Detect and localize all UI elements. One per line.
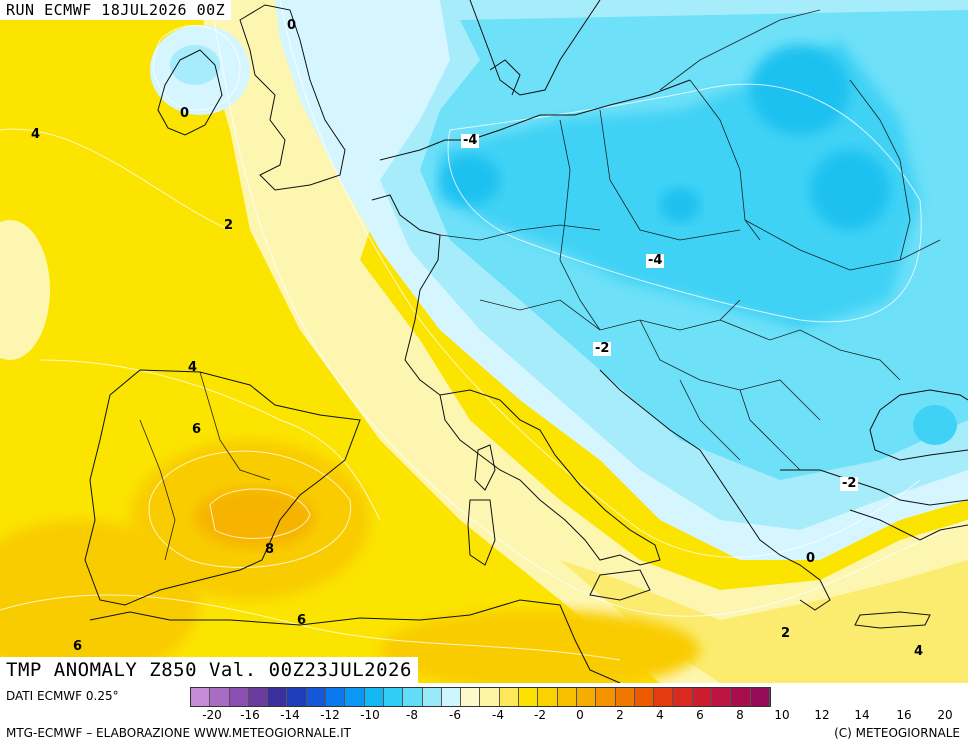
weather-map: 0 0 4 2 -4 -4 -2 4 6 8 -2 0 6 6 2 4 RUN … [0, 0, 968, 683]
contour-label: -4 [461, 133, 480, 148]
legend-swatch [480, 688, 500, 706]
credit-label: MTG-ECMWF – ELABORAZIONE WWW.METEOGIORNA… [6, 726, 351, 740]
warm-core-med [380, 610, 700, 683]
legend-tick: 4 [656, 708, 664, 722]
legend-swatch [750, 688, 770, 706]
coldest-core-russia [750, 45, 850, 135]
legend-tick: 10 [774, 708, 790, 722]
contour-label: 0 [806, 551, 816, 566]
contour-label: -2 [840, 476, 859, 491]
legend-tick: -16 [240, 708, 260, 722]
neutral-spot-atlantic [0, 220, 50, 360]
contour-label: 0 [180, 106, 190, 121]
legend-tick: -2 [534, 708, 546, 722]
legend-swatch [576, 688, 597, 706]
legend-swatch [712, 688, 732, 706]
contour-label: 0 [287, 18, 297, 33]
coastlines [84, 0, 968, 683]
legend-tick-labels: -20 -16 -14 -12 -10 -8 -6 -4 -2 0 2 4 6 8 10 12 14 16 20 [190, 708, 965, 724]
legend-swatch [441, 688, 462, 706]
legend-swatch [210, 688, 230, 706]
run-label: RUN ECMWF 18JUL2026 00Z [0, 0, 232, 20]
legend-swatch [615, 688, 635, 706]
legend-swatch [557, 688, 577, 706]
contour-label: 4 [188, 360, 198, 375]
legend-swatch [596, 688, 616, 706]
legend-tick: 2 [616, 708, 624, 722]
legend-swatch [306, 688, 327, 706]
legend-swatch [731, 688, 751, 706]
coldest-core-ukraine [810, 150, 890, 230]
contour-label: 6 [192, 422, 202, 437]
legend-tick: -8 [406, 708, 418, 722]
legend-swatch [364, 688, 384, 706]
legend-swatch [326, 688, 346, 706]
legend-swatch [654, 688, 674, 706]
contour-label: 8 [265, 542, 275, 557]
contour-label: 2 [224, 218, 234, 233]
legend-swatch [499, 688, 520, 706]
legend-tick: 12 [814, 708, 830, 722]
legend-swatch [191, 688, 211, 706]
cool-core-ireland [170, 45, 220, 85]
legend-swatch [248, 688, 269, 706]
legend-tick: 8 [736, 708, 744, 722]
contour-label: -4 [646, 253, 665, 268]
country-borders [139, 9, 941, 561]
copyright-label: (C) METEOGIORNALE [834, 726, 960, 740]
legend-swatch [345, 688, 365, 706]
legend-swatch [538, 688, 558, 706]
map-title: TMP ANOMALY Z850 Val. 00Z23JUL2026 [0, 657, 418, 683]
legend-tick: -6 [449, 708, 461, 722]
coldest-core-benelux [440, 155, 500, 205]
legend-swatch [461, 688, 481, 706]
legend-tick: -4 [492, 708, 504, 722]
contour-label: 4 [914, 644, 924, 659]
coldest-core-poland [660, 187, 700, 223]
legend-swatch [403, 688, 423, 706]
legend-tick: 14 [854, 708, 870, 722]
legend-swatch [634, 688, 655, 706]
legend-swatch [519, 688, 539, 706]
legend-tick: 16 [896, 708, 912, 722]
legend-swatch [383, 688, 404, 706]
contour-label: 6 [73, 639, 83, 654]
legend-swatch [422, 688, 442, 706]
legend-swatch [287, 688, 307, 706]
legend-tick: 6 [696, 708, 704, 722]
legend-swatch [268, 688, 288, 706]
legend-tick: 20 [937, 708, 953, 722]
legend-swatch [229, 688, 249, 706]
contour-label: 2 [781, 626, 791, 641]
weak-warm-band [560, 560, 968, 683]
contour-label: 6 [297, 613, 307, 628]
legend-tick: -10 [360, 708, 380, 722]
legend-tick: -14 [280, 708, 300, 722]
contour-label: -2 [593, 341, 612, 356]
cold-spot-black-sea [913, 405, 957, 445]
hot-core-iberia [195, 488, 315, 548]
legend-tick: -12 [320, 708, 340, 722]
legend-swatch [673, 688, 693, 706]
legend-tick: -20 [202, 708, 222, 722]
data-source-label: DATI ECMWF 0.25° [6, 689, 119, 703]
legend-tick: 0 [576, 708, 584, 722]
contour-label: 4 [31, 127, 41, 142]
isolines [0, 0, 968, 661]
legend-swatch [692, 688, 713, 706]
color-scale-legend [190, 687, 771, 707]
anomaly-field [0, 0, 968, 683]
